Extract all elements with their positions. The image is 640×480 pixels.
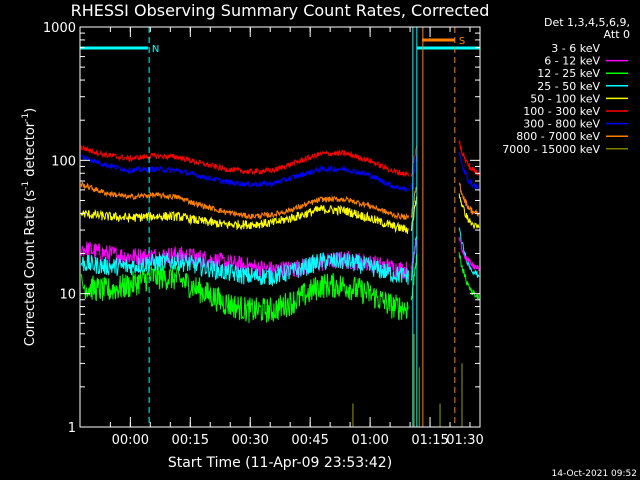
footer-date: 14-Oct-2021 09:52	[552, 469, 637, 479]
interval-label-0: N	[152, 44, 159, 55]
flare-rise-1	[410, 154, 417, 190]
flare-decay-7	[458, 252, 480, 301]
legend-header: Det 1,3,4,5,6,9,	[544, 16, 630, 29]
legend-header: Att 0	[604, 28, 630, 41]
series-line-3	[80, 252, 409, 287]
flare-rise-0	[410, 145, 417, 177]
series-line-6	[80, 154, 409, 193]
flare-decay-6	[458, 248, 480, 294]
flare-rise-5	[410, 239, 417, 271]
y-tick-label: 100	[51, 154, 76, 169]
chart-title: RHESSI Observing Summary Count Rates, Co…	[71, 1, 490, 20]
flare-rise-2	[410, 187, 417, 218]
flare-rise-7	[410, 253, 417, 301]
legend-label-6: 300 - 800 keV	[523, 118, 600, 131]
x-tick-label: 01:15	[411, 433, 448, 448]
flare-rise-6	[410, 250, 417, 287]
series-line-4	[80, 204, 409, 234]
x-tick-label: 00:30	[231, 433, 268, 448]
y-axis-label: Corrected Count Rate (s-1 detector-1)	[21, 108, 38, 346]
series-line-2	[80, 263, 409, 324]
plot-area: NS	[80, 27, 481, 427]
x-tick-label: 01:00	[351, 433, 388, 448]
legend-label-0: 3 - 6 keV	[551, 42, 600, 55]
legend-label-7: 800 - 7000 keV	[516, 130, 600, 143]
flare-decay-1	[458, 151, 480, 191]
x-tick-label: 01:30	[446, 433, 483, 448]
flare-decay-5	[458, 236, 480, 272]
flare-decay-2	[458, 182, 480, 218]
flare-decay-0	[458, 140, 480, 176]
flare-rise-3	[410, 196, 417, 231]
legend-label-1: 6 - 12 keV	[544, 55, 600, 68]
legend-label-5: 100 - 300 keV	[523, 105, 600, 118]
x-axis-label: Start Time (11-Apr-09 23:53:42)	[168, 455, 392, 471]
series-line-7	[80, 180, 409, 221]
legend-label-3: 25 - 50 keV	[537, 80, 600, 93]
flare-decay-4	[458, 227, 480, 278]
series-group	[80, 140, 480, 427]
plot-frame	[79, 26, 481, 428]
y-tick-label: 1	[68, 421, 76, 436]
legend-label-4: 50 - 100 keV	[530, 92, 600, 105]
x-tick-label: 00:15	[172, 433, 209, 448]
legend-label-8: 7000 - 15000 keV	[502, 143, 600, 156]
y-tick-label: 10	[59, 288, 76, 303]
legend-label-2: 12 - 25 keV	[537, 67, 600, 80]
y-tick-label: 1000	[43, 21, 76, 36]
interval-label-1: S	[459, 36, 465, 47]
x-tick-label: 00:00	[112, 433, 149, 448]
x-tick-label: 00:45	[291, 433, 328, 448]
axes: 1 10 100 1000 00:00 00:15 00:30 00:45 01:00 01:15…	[43, 21, 484, 448]
series-line-5	[80, 144, 409, 177]
flare-decay-3	[458, 193, 480, 229]
